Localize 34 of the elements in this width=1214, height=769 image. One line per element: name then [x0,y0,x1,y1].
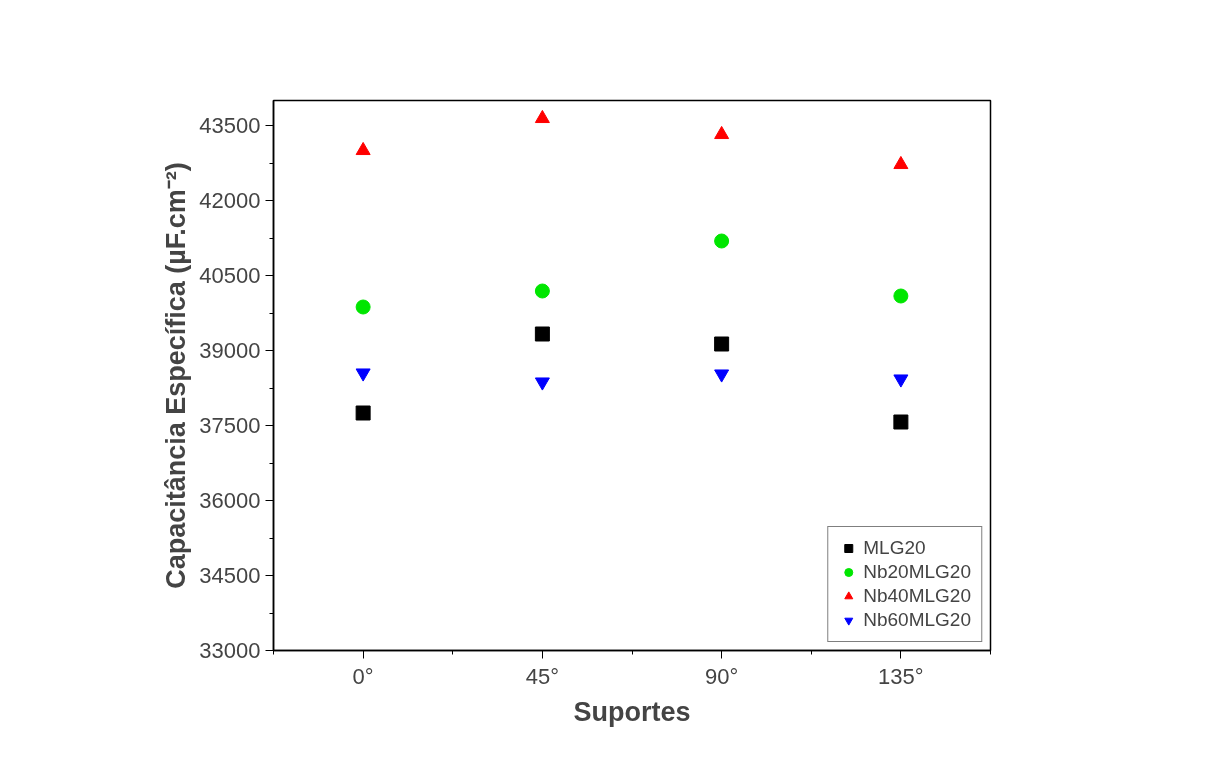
x-tick-label: 135° [878,663,924,689]
y-tick-label: 33000 [199,638,261,663]
y-tick-label: 36000 [199,488,261,513]
x-axis-title: Suportes [573,696,691,727]
point [355,405,371,421]
y-tick-label: 39000 [199,338,261,363]
point [534,109,550,124]
y-tick-label: 43500 [199,113,261,138]
point [534,377,550,391]
x-tick-label: 45° [525,663,560,689]
point [714,369,730,383]
point [714,233,730,249]
y-tick-label: 34500 [199,563,261,588]
x-tick-label: 90° [704,663,739,689]
point [893,414,909,430]
legend-label: Nb20MLG20 [863,561,971,583]
y-axis-title: Capacitância Específica (µF.cm⁻²) [161,162,192,589]
legend-label: Nb60MLG20 [863,609,971,631]
point [355,141,371,156]
y-tick-label: 40500 [199,263,261,288]
y-tick-label: 42000 [199,188,261,213]
legend-label: MLG20 [863,537,926,559]
point [893,155,909,170]
point [714,125,730,140]
point [534,283,550,299]
point [714,336,730,352]
y-tick-label: 37500 [199,413,261,438]
x-tick-label: 0° [352,663,374,689]
point [355,368,371,382]
point [355,299,371,315]
legend-label: Nb40MLG20 [863,585,971,607]
point [893,374,909,388]
point [893,288,909,304]
point [534,326,550,342]
